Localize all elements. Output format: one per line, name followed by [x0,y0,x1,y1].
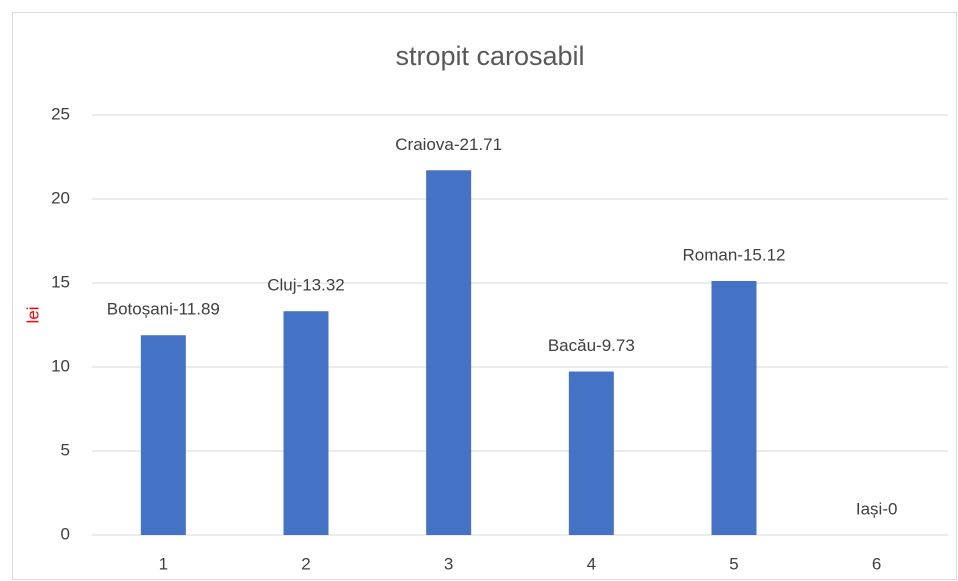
x-tick-label: 6 [872,554,881,573]
x-tick-label: 1 [159,554,168,573]
chart-title: stropit carosabil [395,41,584,71]
y-tick-label: 0 [61,524,70,543]
x-tick-label: 3 [444,554,453,573]
y-tick-label: 15 [51,272,70,291]
data-label: Botoșani-11.89 [107,300,220,319]
bar [283,311,329,535]
y-axis-label: lei [23,306,42,323]
data-label: Bacău-9.73 [548,336,635,355]
bar [426,170,472,535]
data-label: Cluj-13.32 [267,276,345,295]
y-tick-label: 25 [51,104,70,123]
y-tick-label: 5 [61,440,70,459]
data-label: Craiova-21.71 [395,135,502,154]
y-tick-label: 10 [51,356,70,375]
data-label: Iași-0 [856,499,898,518]
x-tick-label: 4 [587,554,596,573]
data-label: Roman-15.12 [682,245,785,264]
bar [140,335,186,535]
x-tick-label: 2 [301,554,310,573]
x-tick-label: 5 [729,554,738,573]
bar [568,371,614,535]
y-tick-label: 20 [51,188,70,207]
bar [711,280,757,535]
